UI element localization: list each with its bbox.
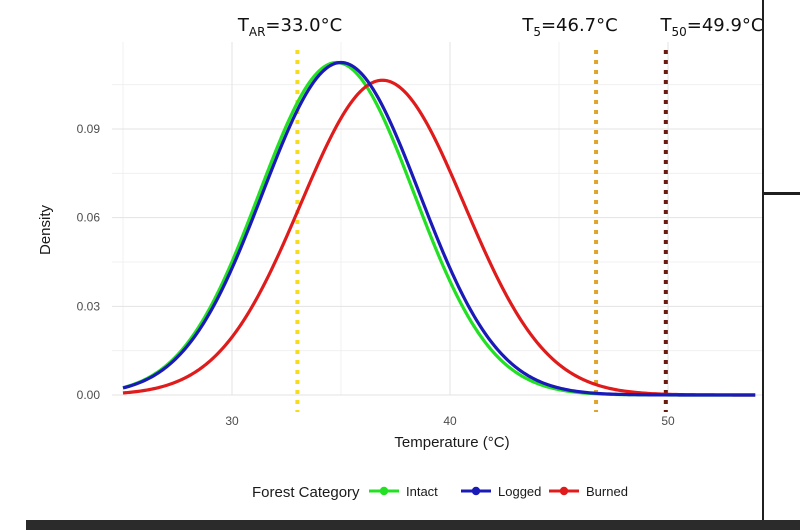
legend-item-intact: Intact <box>369 484 438 499</box>
x-tick-label: 40 <box>443 414 457 428</box>
y-tick-label: 0.00 <box>77 388 101 402</box>
bottom-bar <box>26 520 800 530</box>
threshold-label-5: T5=46.7°C <box>521 15 617 39</box>
y-tick-label: 0.06 <box>77 211 101 225</box>
legend-swatch-point <box>471 486 481 496</box>
screen-edge <box>762 0 800 520</box>
legend-swatch-point <box>559 486 569 496</box>
series-line-logged <box>122 60 756 397</box>
legend-item-burned: Burned <box>549 484 628 499</box>
y-tick-label: 0.09 <box>77 122 101 136</box>
threshold-lines <box>295 50 668 412</box>
threshold-labels: TAR=33.0°C T5=46.7°C T50=49.9°C <box>237 15 764 39</box>
x-tick-label: 30 <box>225 414 239 428</box>
legend-label: Intact <box>406 484 438 499</box>
threshold-label-50: T50=49.9°C <box>659 15 763 39</box>
threshold-label-ar: TAR=33.0°C <box>237 15 342 39</box>
screen-edge-tick <box>764 192 800 195</box>
legend-title: Forest Category <box>252 484 360 501</box>
series-line-intact <box>122 60 756 397</box>
series-line-burned <box>122 78 756 397</box>
x-axis-ticks: 30 40 50 <box>225 414 675 428</box>
legend-label: Burned <box>586 484 628 499</box>
y-axis-title: Density <box>37 204 54 255</box>
x-tick-label: 50 <box>661 414 675 428</box>
y-axis-ticks: 0.00 0.03 0.06 0.09 <box>77 122 101 402</box>
density-curves <box>122 60 756 397</box>
legend-item-logged: Logged <box>461 484 541 499</box>
legend: Forest Category Intact Logged Burned <box>252 484 628 501</box>
grid <box>112 42 762 396</box>
y-tick-label: 0.03 <box>77 299 101 313</box>
x-axis-title: Temperature (°C) <box>394 434 509 451</box>
legend-label: Logged <box>498 484 541 499</box>
legend-swatch-point <box>379 486 389 496</box>
